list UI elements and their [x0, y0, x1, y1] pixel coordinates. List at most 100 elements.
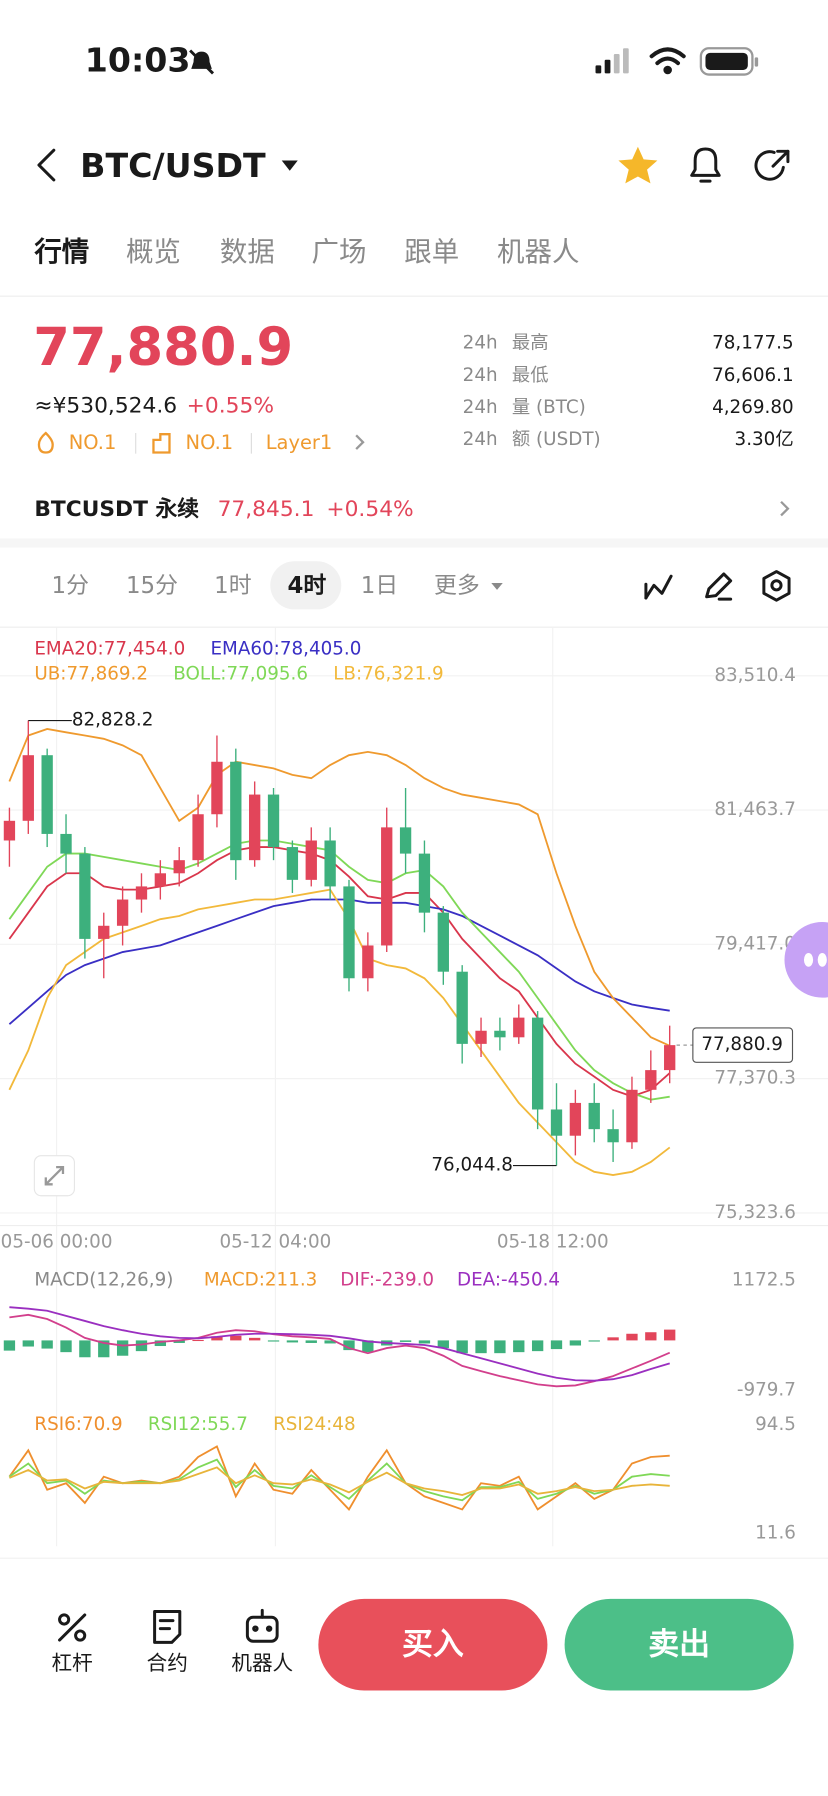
- assistant-bubble[interactable]: [784, 922, 828, 998]
- back-button[interactable]: [37, 148, 56, 182]
- alert-bell[interactable]: [690, 147, 721, 183]
- interval[interactable]: 1时: [214, 573, 252, 599]
- tab[interactable]: 跟单: [404, 236, 459, 268]
- tag[interactable]: NO.1: [69, 431, 117, 454]
- candle-body: [98, 925, 110, 939]
- divider: [0, 295, 828, 297]
- indicator-line: [9, 1306, 670, 1382]
- tab-active[interactable]: 行情: [33, 236, 89, 268]
- macd-bar: [494, 1340, 506, 1354]
- stat-value: 78,177.5: [712, 333, 794, 354]
- candle-body: [192, 814, 204, 861]
- candle-body: [79, 853, 91, 939]
- contract-icon[interactable]: [153, 1609, 182, 1644]
- draw-button[interactable]: [705, 572, 733, 601]
- macd-bar: [3, 1340, 16, 1351]
- interval[interactable]: 15分: [126, 573, 178, 599]
- tag-chevron[interactable]: [355, 434, 365, 450]
- high-annotation: 82,828.2: [72, 710, 154, 731]
- divider: [0, 1557, 828, 1559]
- tag[interactable]: Layer1: [266, 431, 333, 454]
- macd-bar: [249, 1337, 261, 1341]
- macd-bar: [362, 1340, 374, 1353]
- y-tick-label: 94.5: [755, 1414, 796, 1435]
- tag-separator: [135, 433, 137, 454]
- candle-body: [399, 827, 412, 854]
- macd-bar: [324, 1340, 336, 1344]
- y-tick-label: 83,510.4: [714, 665, 796, 686]
- interval-more[interactable]: 更多: [434, 573, 480, 599]
- last-price-box: [692, 1027, 794, 1063]
- macd-bar: [135, 1340, 148, 1352]
- tool-label[interactable]: 合约: [147, 1651, 188, 1675]
- indicator-button[interactable]: [644, 574, 673, 600]
- candle-body: [588, 1102, 600, 1130]
- macd-bar: [79, 1340, 91, 1358]
- legend-entry: RSI24:48: [273, 1414, 356, 1435]
- section-gap: [0, 538, 828, 548]
- candle-body: [645, 1070, 657, 1090]
- candle-body: [494, 1030, 506, 1038]
- battery-icon: [699, 47, 759, 76]
- y-tick-label: 1172.5: [732, 1270, 796, 1291]
- macd-bar: [98, 1340, 110, 1358]
- leverage-icon[interactable]: [58, 1613, 87, 1642]
- last-price-label: 77,880.9: [701, 1034, 783, 1055]
- robot-icon[interactable]: [245, 1608, 279, 1643]
- stat-value: 76,606.1: [712, 365, 794, 386]
- candle-body: [569, 1102, 582, 1136]
- share-button[interactable]: [754, 149, 790, 181]
- macd-bar: [456, 1340, 468, 1354]
- legend-entry: DIF:-239.0: [340, 1270, 434, 1291]
- macd-bar: [475, 1340, 487, 1354]
- candle-body: [664, 1045, 676, 1071]
- x-tick-label: 05-18 12:00: [497, 1232, 609, 1253]
- stat-period: 24h: [463, 333, 498, 354]
- symbol-dropdown[interactable]: [281, 160, 298, 171]
- interval-active[interactable]: 4时: [287, 573, 326, 599]
- macd-bar: [513, 1340, 525, 1353]
- candle-body: [230, 761, 242, 861]
- more-caret[interactable]: [491, 583, 503, 590]
- candle-body: [60, 833, 72, 854]
- macd-bar: [588, 1340, 600, 1342]
- candle-body: [211, 761, 223, 815]
- hot-icon: [37, 431, 54, 454]
- interval[interactable]: 1日: [361, 573, 398, 599]
- tool-label[interactable]: 杠杆: [52, 1651, 93, 1675]
- legend-entry: EMA60:78,405.0: [210, 638, 361, 659]
- buy-button[interactable]: [318, 1598, 548, 1691]
- perpetual-name[interactable]: BTCUSDT 永续: [34, 496, 199, 522]
- symbol[interactable]: BTC/USDT: [80, 146, 266, 185]
- stat-period: 24h: [463, 397, 498, 418]
- candle-body: [267, 794, 280, 848]
- sell-label[interactable]: 卖出: [648, 1626, 710, 1662]
- status-time: 10:03: [85, 40, 191, 79]
- expand-button[interactable]: [33, 1155, 76, 1197]
- buy-label[interactable]: 买入: [402, 1626, 464, 1662]
- tab[interactable]: 广场: [312, 236, 367, 268]
- legend-entry: EMA20:77,454.0: [34, 638, 185, 659]
- tab[interactable]: 机器人: [497, 236, 579, 268]
- macd-bar: [116, 1340, 129, 1356]
- interval[interactable]: 1分: [52, 573, 89, 599]
- tab[interactable]: 概览: [126, 236, 181, 268]
- tab[interactable]: 数据: [220, 236, 275, 268]
- candle-body: [173, 860, 185, 874]
- signal-icon: [595, 48, 629, 74]
- candle-body: [22, 755, 34, 821]
- perpetual-chevron[interactable]: [780, 500, 790, 517]
- settings-button[interactable]: [762, 570, 791, 602]
- tool-label[interactable]: 机器人: [231, 1651, 293, 1675]
- stat-label: 最低: [512, 365, 549, 386]
- x-tick-label: 05-06 00:00: [1, 1232, 113, 1253]
- y-tick-label: 75,323.6: [714, 1202, 796, 1223]
- macd-bar: [60, 1340, 72, 1353]
- macd-bar: [154, 1340, 167, 1347]
- macd-bar: [626, 1333, 638, 1341]
- favorite-star[interactable]: [618, 146, 658, 184]
- sell-button[interactable]: [564, 1598, 794, 1691]
- macd-bar: [230, 1335, 242, 1341]
- tag[interactable]: NO.1: [186, 431, 234, 454]
